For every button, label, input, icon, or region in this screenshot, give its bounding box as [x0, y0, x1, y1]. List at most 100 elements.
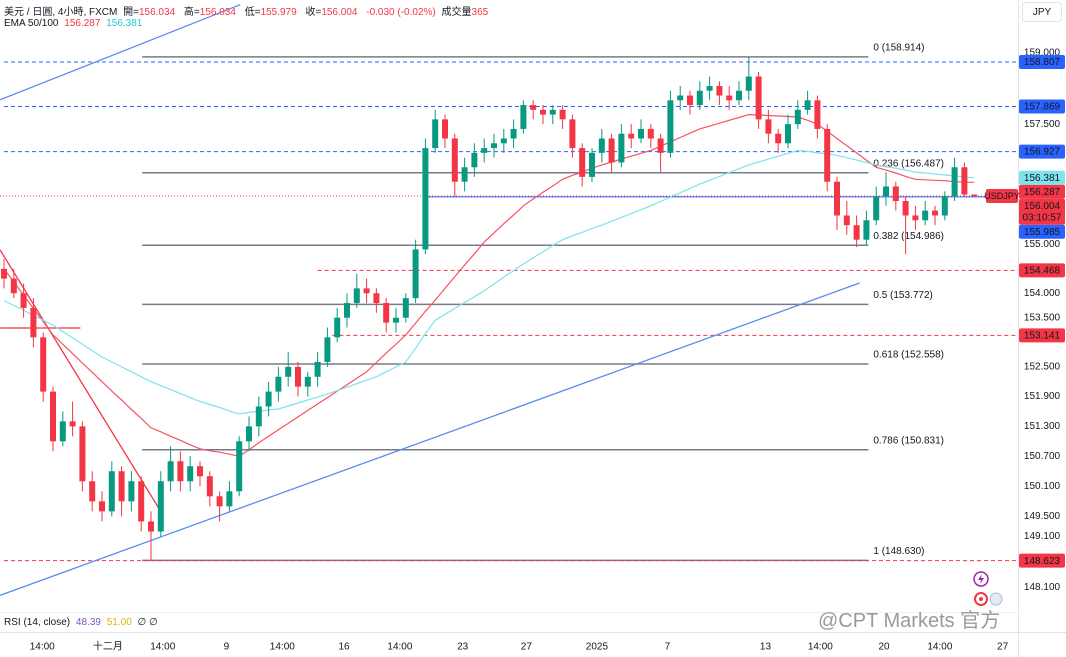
candle-body	[814, 100, 821, 129]
candle-body	[804, 100, 811, 110]
candle-body	[657, 138, 664, 153]
candle-body	[834, 181, 840, 216]
candle-body	[500, 138, 507, 144]
candle-body	[677, 95, 684, 101]
candle-body	[863, 220, 870, 240]
y-tick-label: 150.700	[1024, 451, 1061, 462]
price-tag-label: 148.623	[1024, 556, 1061, 567]
candle-body	[853, 225, 860, 240]
candle-body	[706, 86, 713, 91]
candle-body	[794, 109, 801, 125]
low-value: 155.979	[260, 7, 297, 18]
candle-body	[20, 293, 27, 308]
candle-body	[765, 119, 772, 134]
candle-body	[628, 133, 635, 139]
candle-body	[50, 391, 56, 442]
candle-body	[892, 186, 899, 201]
x-tick-label: 十二月	[93, 640, 123, 653]
volume: 成交量365	[442, 7, 492, 18]
y-tick-label: 155.000	[1024, 239, 1061, 250]
x-tick-label: 13	[760, 642, 772, 653]
price-tag	[1019, 263, 1065, 278]
y-tick-label: 159.000	[1024, 47, 1061, 58]
candle-body	[608, 138, 615, 163]
currency-button[interactable]: JPY	[1022, 2, 1062, 22]
candle-body	[412, 249, 419, 299]
candle-body	[157, 481, 164, 532]
ema-line	[3, 149, 975, 415]
x-tick-label: 27	[997, 642, 1009, 653]
x-tick-label: 14:00	[387, 642, 412, 653]
candle-body	[295, 366, 301, 387]
candle-body	[373, 293, 380, 304]
price-tag-label: 156.004	[1024, 201, 1061, 212]
candle-body	[755, 76, 762, 120]
candle-body	[510, 128, 517, 139]
legend-row: 美元 / 日圓, 4小時, FXCM 開=156.034 高=156.034 低…	[4, 3, 494, 18]
trendline	[0, 249, 161, 511]
close: 收=156.004	[305, 7, 360, 18]
candle-body	[824, 128, 831, 182]
y-tick-label: 151.900	[1024, 391, 1061, 402]
price-tag	[1019, 54, 1065, 69]
candle-body	[696, 90, 703, 106]
close-value: 156.004	[321, 7, 358, 18]
candle-body	[647, 128, 654, 139]
candle-body	[716, 86, 723, 96]
candle-body	[206, 476, 213, 497]
price-tag	[1019, 328, 1065, 343]
alert-icon[interactable]	[973, 571, 989, 587]
y-tick-label: 150.100	[1024, 481, 1061, 492]
fib-label: 0 (158.914)	[873, 43, 924, 54]
low-label: 低=	[244, 7, 261, 18]
price-tag	[1019, 224, 1065, 239]
candle-body	[1, 268, 7, 279]
alert-bolt	[978, 574, 984, 584]
x-tick-label: 20	[878, 642, 890, 653]
candle-body	[775, 133, 782, 144]
price-tag	[1019, 144, 1065, 159]
candle-body	[559, 109, 566, 120]
candle-body	[363, 288, 370, 294]
price-tag-label: 156.927	[1024, 147, 1061, 158]
change: -0.030 (-0.02%)	[366, 7, 436, 18]
fib-label: 0.786 (150.831)	[873, 435, 944, 446]
fib-label: 0.5 (153.772)	[873, 290, 933, 301]
y-tick-label: 151.300	[1024, 421, 1061, 432]
candle-body	[922, 210, 929, 221]
candle-body	[941, 196, 948, 216]
ema50-value: 156.287	[64, 18, 101, 29]
candle-body	[108, 471, 115, 512]
candle-body	[491, 143, 497, 149]
candle-body	[304, 376, 311, 387]
y-tick-label: 154.000	[1024, 288, 1061, 299]
candle-body	[118, 471, 125, 502]
candle-body	[961, 167, 968, 195]
x-tick-label: 14:00	[150, 642, 175, 653]
candle-body	[843, 215, 850, 226]
candle-body	[255, 406, 262, 427]
candle-body	[167, 461, 174, 482]
candle-body	[520, 105, 527, 129]
candle-body	[99, 501, 105, 512]
price-tag-label: 157.869	[1024, 102, 1061, 113]
rsi-ma: 51.00	[106, 617, 132, 628]
candle-body	[589, 152, 595, 177]
candle-body	[687, 95, 693, 106]
y-tick-label: 149.100	[1024, 531, 1061, 542]
candle-body	[726, 95, 733, 101]
candle-body	[736, 90, 742, 101]
trendline	[0, 282, 860, 596]
event-icon[interactable]	[974, 592, 988, 606]
y-tick-label: 152.500	[1024, 362, 1061, 373]
price-tag-label: 154.468	[1024, 266, 1061, 277]
symbol-tag-label: USDJPY	[984, 191, 1020, 201]
x-tick-label: 23	[457, 642, 469, 653]
open: 開=156.034	[123, 7, 178, 18]
price-tag	[1019, 553, 1065, 568]
flag-icon[interactable]	[989, 592, 1003, 606]
x-tick-label: 27	[521, 642, 533, 653]
candle-body	[10, 278, 17, 294]
candle-body	[79, 426, 86, 482]
fib-label: 0.382 (154.986)	[873, 231, 944, 242]
